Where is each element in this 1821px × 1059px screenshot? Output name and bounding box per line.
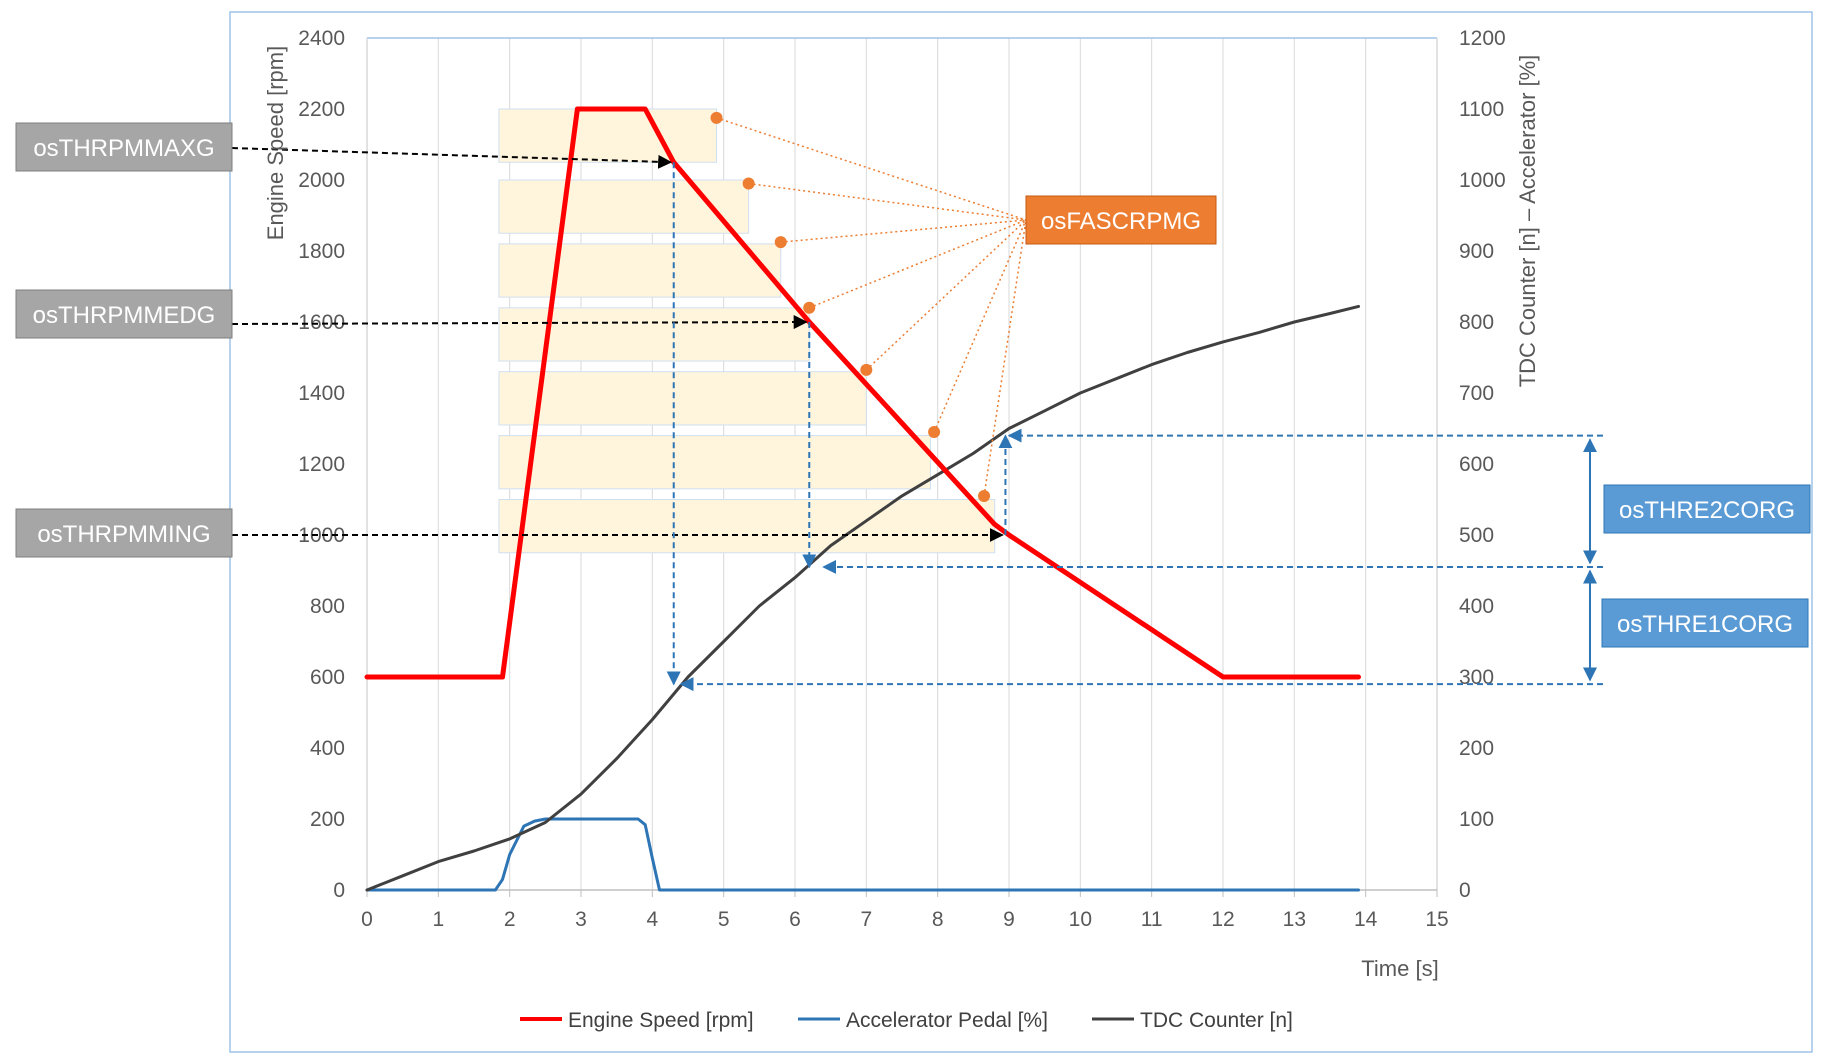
svg-text:osTHRPMMING: osTHRPMMING — [37, 521, 210, 548]
threshold-band-4 — [498, 371, 867, 426]
svg-text:osTHRE1CORG: osTHRE1CORG — [1617, 611, 1793, 638]
fascrpm-dot-3 — [803, 301, 816, 314]
x-tick-label-1: 1 — [432, 908, 444, 931]
fascrpm-dot-5 — [928, 426, 941, 439]
y-right-tick-label-800: 800 — [1459, 311, 1494, 334]
threshold-band-6 — [498, 499, 996, 554]
svg-text:osTHRE2CORG: osTHRE2CORG — [1619, 497, 1795, 524]
x-tick-label-9: 9 — [1003, 908, 1015, 931]
x-tick-label-15: 15 — [1425, 908, 1448, 931]
x-tick-label-11: 11 — [1141, 908, 1163, 931]
fascrpm-leader-1 — [748, 182, 1027, 221]
legend-label-engine-speed: Engine Speed [rpm] — [568, 1009, 754, 1032]
x-tick-label-2: 2 — [504, 908, 516, 931]
x-axis-title: Time [s] — [1361, 956, 1438, 981]
threshold-bands — [498, 108, 996, 554]
x-tick-label-13: 13 — [1283, 908, 1306, 931]
y-left-tick-label-2400: 2400 — [298, 27, 345, 50]
y-left-tick-label-2200: 2200 — [298, 98, 345, 121]
x-tick-label-5: 5 — [718, 908, 730, 931]
fascrpm-leader-3 — [808, 219, 1027, 309]
legend-label-tdc-counter: TDC Counter [n] — [1140, 1009, 1293, 1032]
threshold-band-5 — [498, 435, 932, 490]
fascrpm-dot-1 — [742, 177, 755, 190]
x-tick-label-3: 3 — [575, 908, 587, 931]
y-right-tick-label-1200: 1200 — [1459, 27, 1506, 50]
callout-fascrpm: osFASCRPMG — [1025, 195, 1217, 245]
y-left-tick-label-1200: 1200 — [298, 453, 345, 476]
y-left-tick-label-400: 400 — [310, 737, 345, 760]
y-right-tick-label-600: 600 — [1459, 453, 1494, 476]
threshold-band-1 — [498, 179, 750, 234]
svg-text:osFASCRPMG: osFASCRPMG — [1041, 208, 1201, 235]
fascrpm-leader-6 — [983, 219, 1027, 497]
x-tick-label-4: 4 — [646, 908, 658, 931]
x-tick-label-0: 0 — [361, 908, 373, 931]
series-line-engine-speed-rpm — [364, 106, 1361, 680]
fascrpm-dot-6 — [978, 489, 991, 502]
callout-e2corg: osTHRE2CORG — [1603, 484, 1811, 534]
x-tick-label-14: 14 — [1354, 908, 1378, 931]
y-left-tick-label-1000: 1000 — [298, 524, 345, 547]
x-tick-label-7: 7 — [860, 908, 872, 931]
x-tick-label-8: 8 — [932, 908, 944, 931]
y-right-tick-label-700: 700 — [1459, 382, 1494, 405]
x-tick-label-10: 10 — [1069, 908, 1092, 931]
axes: 0 1 2 3 4 5 6 7 8 9 10 11 12 13 14 15020040060080010001… — [298, 27, 1505, 931]
y-right-tick-label-1000: 1000 — [1459, 169, 1506, 192]
series-lines — [364, 106, 1361, 892]
y-left-tick-label-1800: 1800 — [298, 240, 345, 263]
fascrpm-leader-0 — [716, 117, 1027, 221]
callout-rpm-min: osTHRPMMING — [15, 508, 233, 558]
y-left-tick-label-0: 0 — [333, 879, 345, 902]
arrow-rpm-med — [231, 315, 808, 330]
x-tick-label-12: 12 — [1211, 908, 1234, 931]
y-left-tick-label-2000: 2000 — [298, 169, 345, 192]
fascrpm-dot-4 — [860, 363, 873, 376]
y-right-tick-label-300: 300 — [1459, 666, 1494, 689]
fascrpm-leader-5 — [933, 219, 1027, 433]
y-right-tick-label-400: 400 — [1459, 595, 1494, 618]
y-left-tick-label-200: 200 — [310, 808, 345, 831]
legend: Engine Speed [rpm] Accelerator Pedal [%]… — [520, 1009, 1293, 1032]
x-tick-label-6: 6 — [789, 908, 801, 931]
fascrpm-dot-2 — [774, 236, 787, 249]
annotations — [231, 111, 1603, 692]
fascrpm-dot-0 — [710, 111, 723, 124]
arrow-rpm-max — [231, 147, 673, 169]
callout-e1corg: osTHRE1CORG — [1601, 598, 1809, 648]
y-right-tick-label-0: 0 — [1459, 879, 1471, 902]
y-left-tick-label-800: 800 — [310, 595, 345, 618]
y-axis-right-title: TDC Counter [n] – Accelerator [%] — [1515, 55, 1540, 388]
y-right-tick-label-200: 200 — [1459, 737, 1494, 760]
callout-rpm-med: osTHRPMMEDG — [15, 289, 233, 339]
y-axis-left-title: Engine Speed [rpm] — [263, 46, 288, 240]
fascrpm-leader-2 — [780, 219, 1027, 243]
y-left-tick-label-600: 600 — [310, 666, 345, 689]
series-line-tdc-counter-n — [365, 304, 1360, 892]
threshold-band-2 — [498, 243, 782, 298]
y-right-tick-label-500: 500 — [1459, 524, 1494, 547]
series-line-accelerator-pedal — [365, 817, 1360, 892]
svg-text:osTHRPMMEDG: osTHRPMMEDG — [33, 302, 216, 329]
threshold-band-0 — [498, 108, 718, 163]
y-right-tick-label-900: 900 — [1459, 240, 1494, 263]
svg-text:osTHRPMMAXG: osTHRPMMAXG — [33, 135, 214, 162]
y-left-tick-label-1400: 1400 — [298, 382, 345, 405]
callout-rpm-max: osTHRPMMAXG — [15, 122, 233, 172]
y-right-tick-label-100: 100 — [1459, 808, 1494, 831]
y-left-tick-label-1600: 1600 — [298, 311, 345, 334]
fascrpm-leader-4 — [865, 219, 1027, 371]
y-right-tick-label-1100: 1100 — [1459, 98, 1504, 121]
legend-label-accelerator: Accelerator Pedal [%] — [846, 1009, 1048, 1032]
grid-lines — [367, 37, 1438, 890]
